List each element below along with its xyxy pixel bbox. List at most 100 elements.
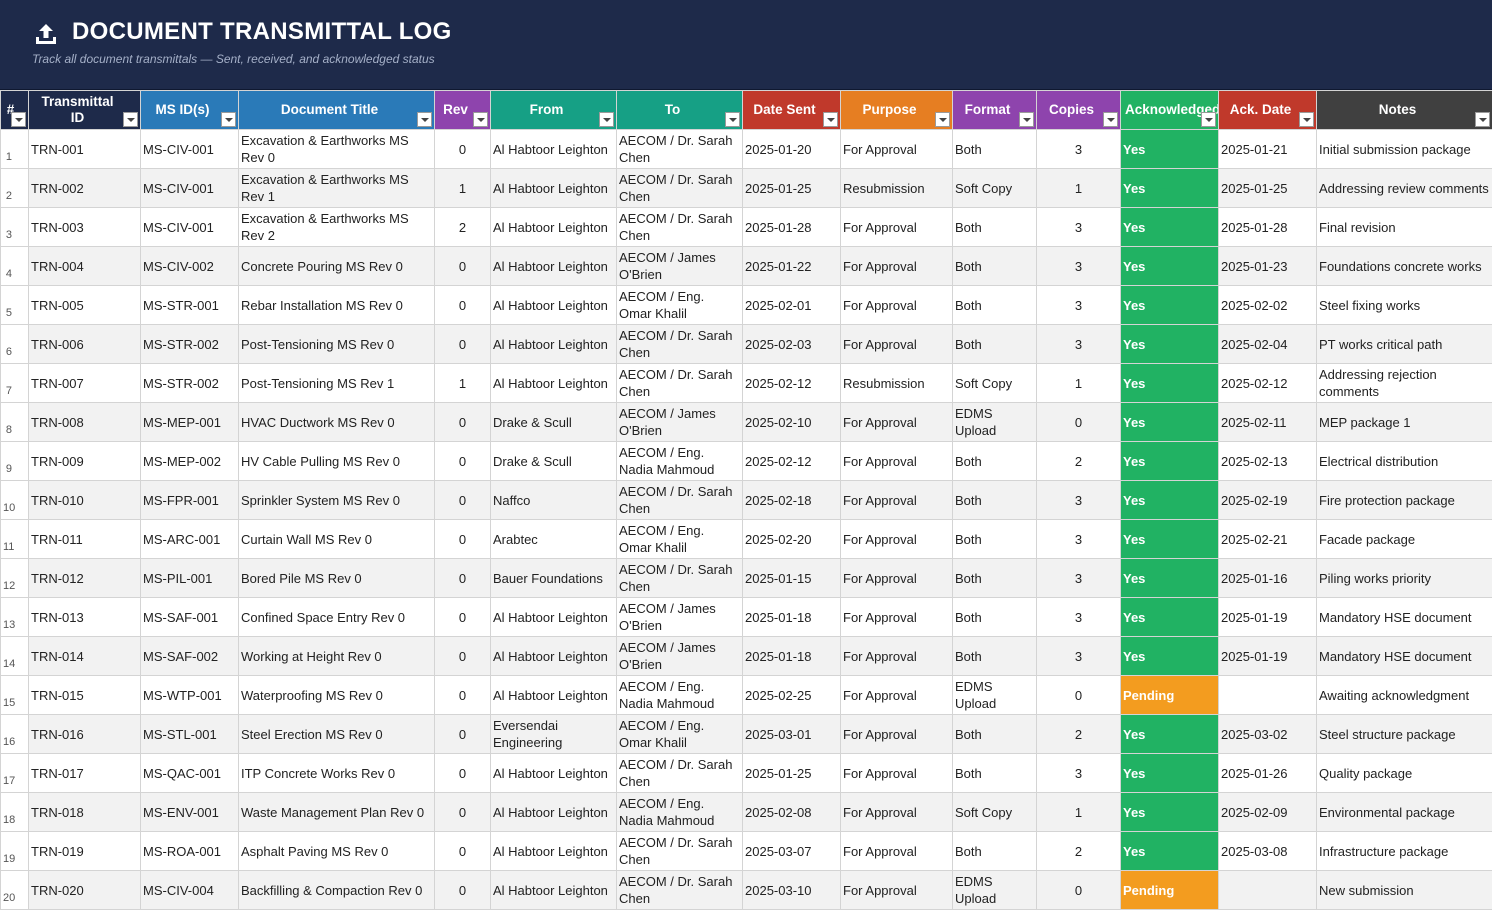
- cell-sent[interactable]: 2025-02-08: [743, 793, 841, 832]
- cell-from[interactable]: Drake & Scull: [491, 403, 617, 442]
- cell-ack[interactable]: Yes: [1121, 208, 1219, 247]
- cell-from[interactable]: Al Habtoor Leighton: [491, 754, 617, 793]
- cell-ackdate[interactable]: 2025-03-08: [1219, 832, 1317, 871]
- cell-purpose[interactable]: For Approval: [841, 559, 953, 598]
- cell-ackdate[interactable]: 2025-02-02: [1219, 286, 1317, 325]
- cell-notes[interactable]: Addressing rejection comments: [1317, 364, 1492, 403]
- cell-sent[interactable]: 2025-01-25: [743, 169, 841, 208]
- cell-purpose[interactable]: For Approval: [841, 793, 953, 832]
- column-header-sent[interactable]: Date Sent: [743, 91, 841, 130]
- cell-rev[interactable]: 0: [435, 754, 491, 793]
- cell-from[interactable]: Al Habtoor Leighton: [491, 247, 617, 286]
- cell-num[interactable]: 2: [1, 169, 29, 208]
- cell-ackdate[interactable]: 2025-02-11: [1219, 403, 1317, 442]
- cell-format[interactable]: EDMS Upload: [953, 403, 1037, 442]
- cell-ackdate[interactable]: [1219, 676, 1317, 715]
- cell-rev[interactable]: 0: [435, 481, 491, 520]
- cell-ms[interactable]: MS-FPR-001: [141, 481, 239, 520]
- filter-dropdown-icon[interactable]: [935, 112, 950, 127]
- cell-copies[interactable]: 3: [1037, 130, 1121, 169]
- cell-to[interactable]: AECOM / James O'Brien: [617, 637, 743, 676]
- cell-to[interactable]: AECOM / Eng. Nadia Mahmoud: [617, 676, 743, 715]
- filter-dropdown-icon[interactable]: [1019, 112, 1034, 127]
- cell-ms[interactable]: MS-ENV-001: [141, 793, 239, 832]
- cell-num[interactable]: 11: [1, 520, 29, 559]
- column-header-copies[interactable]: Copies: [1037, 91, 1121, 130]
- cell-num[interactable]: 5: [1, 286, 29, 325]
- cell-notes[interactable]: Initial submission package: [1317, 130, 1492, 169]
- cell-purpose[interactable]: For Approval: [841, 754, 953, 793]
- column-header-to[interactable]: To: [617, 91, 743, 130]
- cell-title[interactable]: Working at Height Rev 0: [239, 637, 435, 676]
- cell-id[interactable]: TRN-014: [29, 637, 141, 676]
- cell-ms[interactable]: MS-WTP-001: [141, 676, 239, 715]
- cell-ackdate[interactable]: 2025-01-19: [1219, 598, 1317, 637]
- cell-copies[interactable]: 2: [1037, 442, 1121, 481]
- cell-notes[interactable]: New submission: [1317, 871, 1492, 910]
- cell-copies[interactable]: 0: [1037, 403, 1121, 442]
- cell-to[interactable]: AECOM / James O'Brien: [617, 403, 743, 442]
- cell-sent[interactable]: 2025-02-12: [743, 364, 841, 403]
- cell-notes[interactable]: PT works critical path: [1317, 325, 1492, 364]
- cell-purpose[interactable]: For Approval: [841, 598, 953, 637]
- cell-ack[interactable]: Pending: [1121, 676, 1219, 715]
- cell-rev[interactable]: 0: [435, 130, 491, 169]
- cell-id[interactable]: TRN-011: [29, 520, 141, 559]
- filter-dropdown-icon[interactable]: [1103, 112, 1118, 127]
- cell-ackdate[interactable]: 2025-01-21: [1219, 130, 1317, 169]
- cell-to[interactable]: AECOM / Dr. Sarah Chen: [617, 130, 743, 169]
- cell-ms[interactable]: MS-ROA-001: [141, 832, 239, 871]
- column-header-rev[interactable]: Rev: [435, 91, 491, 130]
- cell-ms[interactable]: MS-CIV-004: [141, 871, 239, 910]
- cell-ackdate[interactable]: 2025-01-16: [1219, 559, 1317, 598]
- cell-ackdate[interactable]: 2025-02-04: [1219, 325, 1317, 364]
- cell-num[interactable]: 7: [1, 364, 29, 403]
- cell-to[interactable]: AECOM / Eng. Nadia Mahmoud: [617, 442, 743, 481]
- cell-rev[interactable]: 2: [435, 208, 491, 247]
- cell-rev[interactable]: 0: [435, 247, 491, 286]
- cell-from[interactable]: Al Habtoor Leighton: [491, 598, 617, 637]
- cell-to[interactable]: AECOM / Dr. Sarah Chen: [617, 325, 743, 364]
- cell-format[interactable]: Both: [953, 247, 1037, 286]
- cell-num[interactable]: 9: [1, 442, 29, 481]
- cell-from[interactable]: Eversendai Engineering: [491, 715, 617, 754]
- cell-num[interactable]: 13: [1, 598, 29, 637]
- cell-rev[interactable]: 0: [435, 442, 491, 481]
- cell-sent[interactable]: 2025-03-07: [743, 832, 841, 871]
- cell-format[interactable]: Both: [953, 442, 1037, 481]
- cell-notes[interactable]: Environmental package: [1317, 793, 1492, 832]
- cell-purpose[interactable]: For Approval: [841, 208, 953, 247]
- cell-rev[interactable]: 0: [435, 520, 491, 559]
- cell-num[interactable]: 14: [1, 637, 29, 676]
- cell-ms[interactable]: MS-STR-001: [141, 286, 239, 325]
- cell-ms[interactable]: MS-CIV-002: [141, 247, 239, 286]
- cell-id[interactable]: TRN-009: [29, 442, 141, 481]
- cell-ms[interactable]: MS-PIL-001: [141, 559, 239, 598]
- cell-id[interactable]: TRN-018: [29, 793, 141, 832]
- cell-rev[interactable]: 0: [435, 793, 491, 832]
- filter-dropdown-icon[interactable]: [1201, 112, 1216, 127]
- filter-dropdown-icon[interactable]: [599, 112, 614, 127]
- cell-notes[interactable]: Infrastructure package: [1317, 832, 1492, 871]
- cell-num[interactable]: 15: [1, 676, 29, 715]
- cell-sent[interactable]: 2025-03-01: [743, 715, 841, 754]
- cell-title[interactable]: Excavation & Earthworks MS Rev 2: [239, 208, 435, 247]
- column-header-from[interactable]: From: [491, 91, 617, 130]
- cell-from[interactable]: Al Habtoor Leighton: [491, 364, 617, 403]
- cell-title[interactable]: Curtain Wall MS Rev 0: [239, 520, 435, 559]
- cell-title[interactable]: HVAC Ductwork MS Rev 0: [239, 403, 435, 442]
- cell-ack[interactable]: Yes: [1121, 169, 1219, 208]
- cell-from[interactable]: Al Habtoor Leighton: [491, 130, 617, 169]
- cell-copies[interactable]: 1: [1037, 793, 1121, 832]
- cell-purpose[interactable]: For Approval: [841, 325, 953, 364]
- cell-id[interactable]: TRN-019: [29, 832, 141, 871]
- cell-ack[interactable]: Yes: [1121, 403, 1219, 442]
- cell-sent[interactable]: 2025-02-20: [743, 520, 841, 559]
